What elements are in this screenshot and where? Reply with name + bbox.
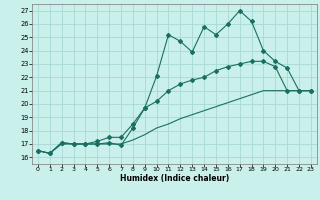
X-axis label: Humidex (Indice chaleur): Humidex (Indice chaleur) [120, 174, 229, 183]
